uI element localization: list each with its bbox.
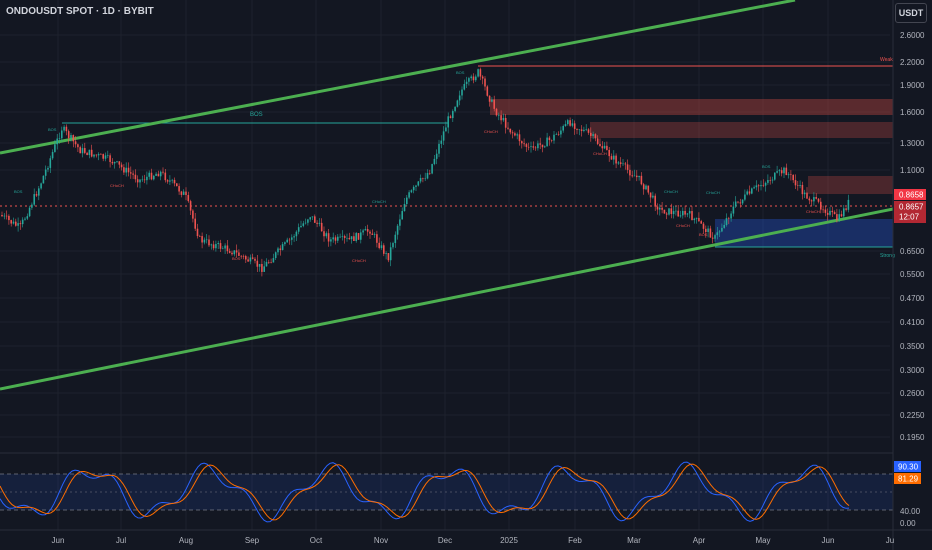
time-tick: Sep — [245, 536, 260, 545]
choch-label: CHoCH — [484, 129, 498, 134]
current-price-label: 0.8657 — [899, 203, 924, 212]
choch-label: CHoCH — [664, 189, 678, 194]
choch-label: CHoCH — [676, 223, 690, 228]
time-tick: Dec — [438, 536, 452, 545]
weak-high-label: Weak — [880, 57, 893, 63]
time-tick: Apr — [693, 536, 706, 545]
time-tick: 2025 — [500, 536, 518, 545]
price-axis[interactable]: 2.6000 2.2000 1.9000 1.6000 1.3000 1.100… — [900, 31, 925, 442]
time-tick: Feb — [568, 536, 582, 545]
bos-small-label: BOS — [232, 256, 241, 261]
time-tick: May — [755, 536, 770, 545]
choch-label: CHoCH — [706, 190, 720, 195]
currency-button[interactable]: USDT — [895, 3, 927, 23]
price-tick: 1.6000 — [900, 108, 925, 117]
time-tick: Ju — [886, 536, 894, 545]
supply-zone-lower — [808, 176, 893, 194]
supply-zone-middle — [590, 122, 893, 138]
price-tick: 0.3500 — [900, 342, 925, 351]
bos-small-label: BOS — [456, 70, 465, 75]
choch-label: CHoCH — [806, 209, 820, 214]
price-tick: 0.5500 — [900, 270, 925, 279]
price-tick: 2.6000 — [900, 31, 925, 40]
time-tick: Mar — [627, 536, 641, 545]
price-tick: 0.2600 — [900, 389, 925, 398]
price-tick: 1.1000 — [900, 166, 925, 175]
price-tick: 0.4700 — [900, 294, 925, 303]
choch-label: CHoCH — [352, 258, 366, 263]
bos-small-label: BOS — [762, 164, 771, 169]
time-tick: Oct — [310, 536, 323, 545]
price-tick: 0.2250 — [900, 411, 925, 420]
upper-trendline — [0, 0, 796, 155]
symbol-title: ONDOUSDT SPOT · 1D · BYBIT — [6, 6, 154, 17]
choch-label: CHoCH — [593, 151, 607, 156]
stoch-k-value: 90.30 — [898, 463, 919, 472]
time-axis[interactable]: Jun Jul Aug Sep Oct Nov Dec 2025 Feb Mar… — [52, 536, 895, 545]
oscillator-tick: 40.00 — [900, 507, 921, 516]
lower-trendline — [0, 207, 894, 391]
time-tick: Jun — [822, 536, 835, 545]
oscillator-tick: 0.00 — [900, 519, 916, 528]
choch-label: CHoCH — [110, 183, 124, 188]
time-tick: Nov — [374, 536, 388, 545]
oscillator-pane — [0, 452, 893, 523]
time-tick: Jun — [52, 536, 65, 545]
countdown-label: 12:07 — [899, 213, 920, 222]
price-tick: 2.2000 — [900, 58, 925, 67]
price-tick: 1.9000 — [900, 81, 925, 90]
strong-low-label: Strong — [880, 253, 895, 259]
supply-zone-upper — [490, 99, 893, 115]
demand-zone — [715, 219, 893, 247]
price-tick: 0.3000 — [900, 366, 925, 375]
price-tick: 0.6500 — [900, 247, 925, 256]
price-label-group: 0.8658 0.8657 12:07 — [894, 189, 926, 223]
time-tick: Jul — [116, 536, 126, 545]
grid-lines — [0, 0, 890, 530]
stoch-d-line — [0, 463, 850, 521]
bos-small-label: BOS — [699, 232, 708, 237]
bos-label: BOS — [250, 112, 263, 118]
candlestick-series — [1, 67, 850, 277]
oscillator-axis[interactable]: 90.30 81.29 40.00 0.00 — [894, 461, 921, 528]
price-tick: 0.1950 — [900, 433, 925, 442]
price-tick: 0.4100 — [900, 318, 925, 327]
bos-small-label: BOS — [14, 189, 23, 194]
stoch-k-line — [0, 461, 850, 523]
time-tick: Aug — [179, 536, 193, 545]
choch-label: CHoCH — [372, 199, 386, 204]
bos-small-label: BOS — [48, 127, 57, 132]
stoch-d-value: 81.29 — [898, 475, 919, 484]
last-price-label: 0.8658 — [899, 191, 924, 200]
price-tick: 1.3000 — [900, 139, 925, 148]
